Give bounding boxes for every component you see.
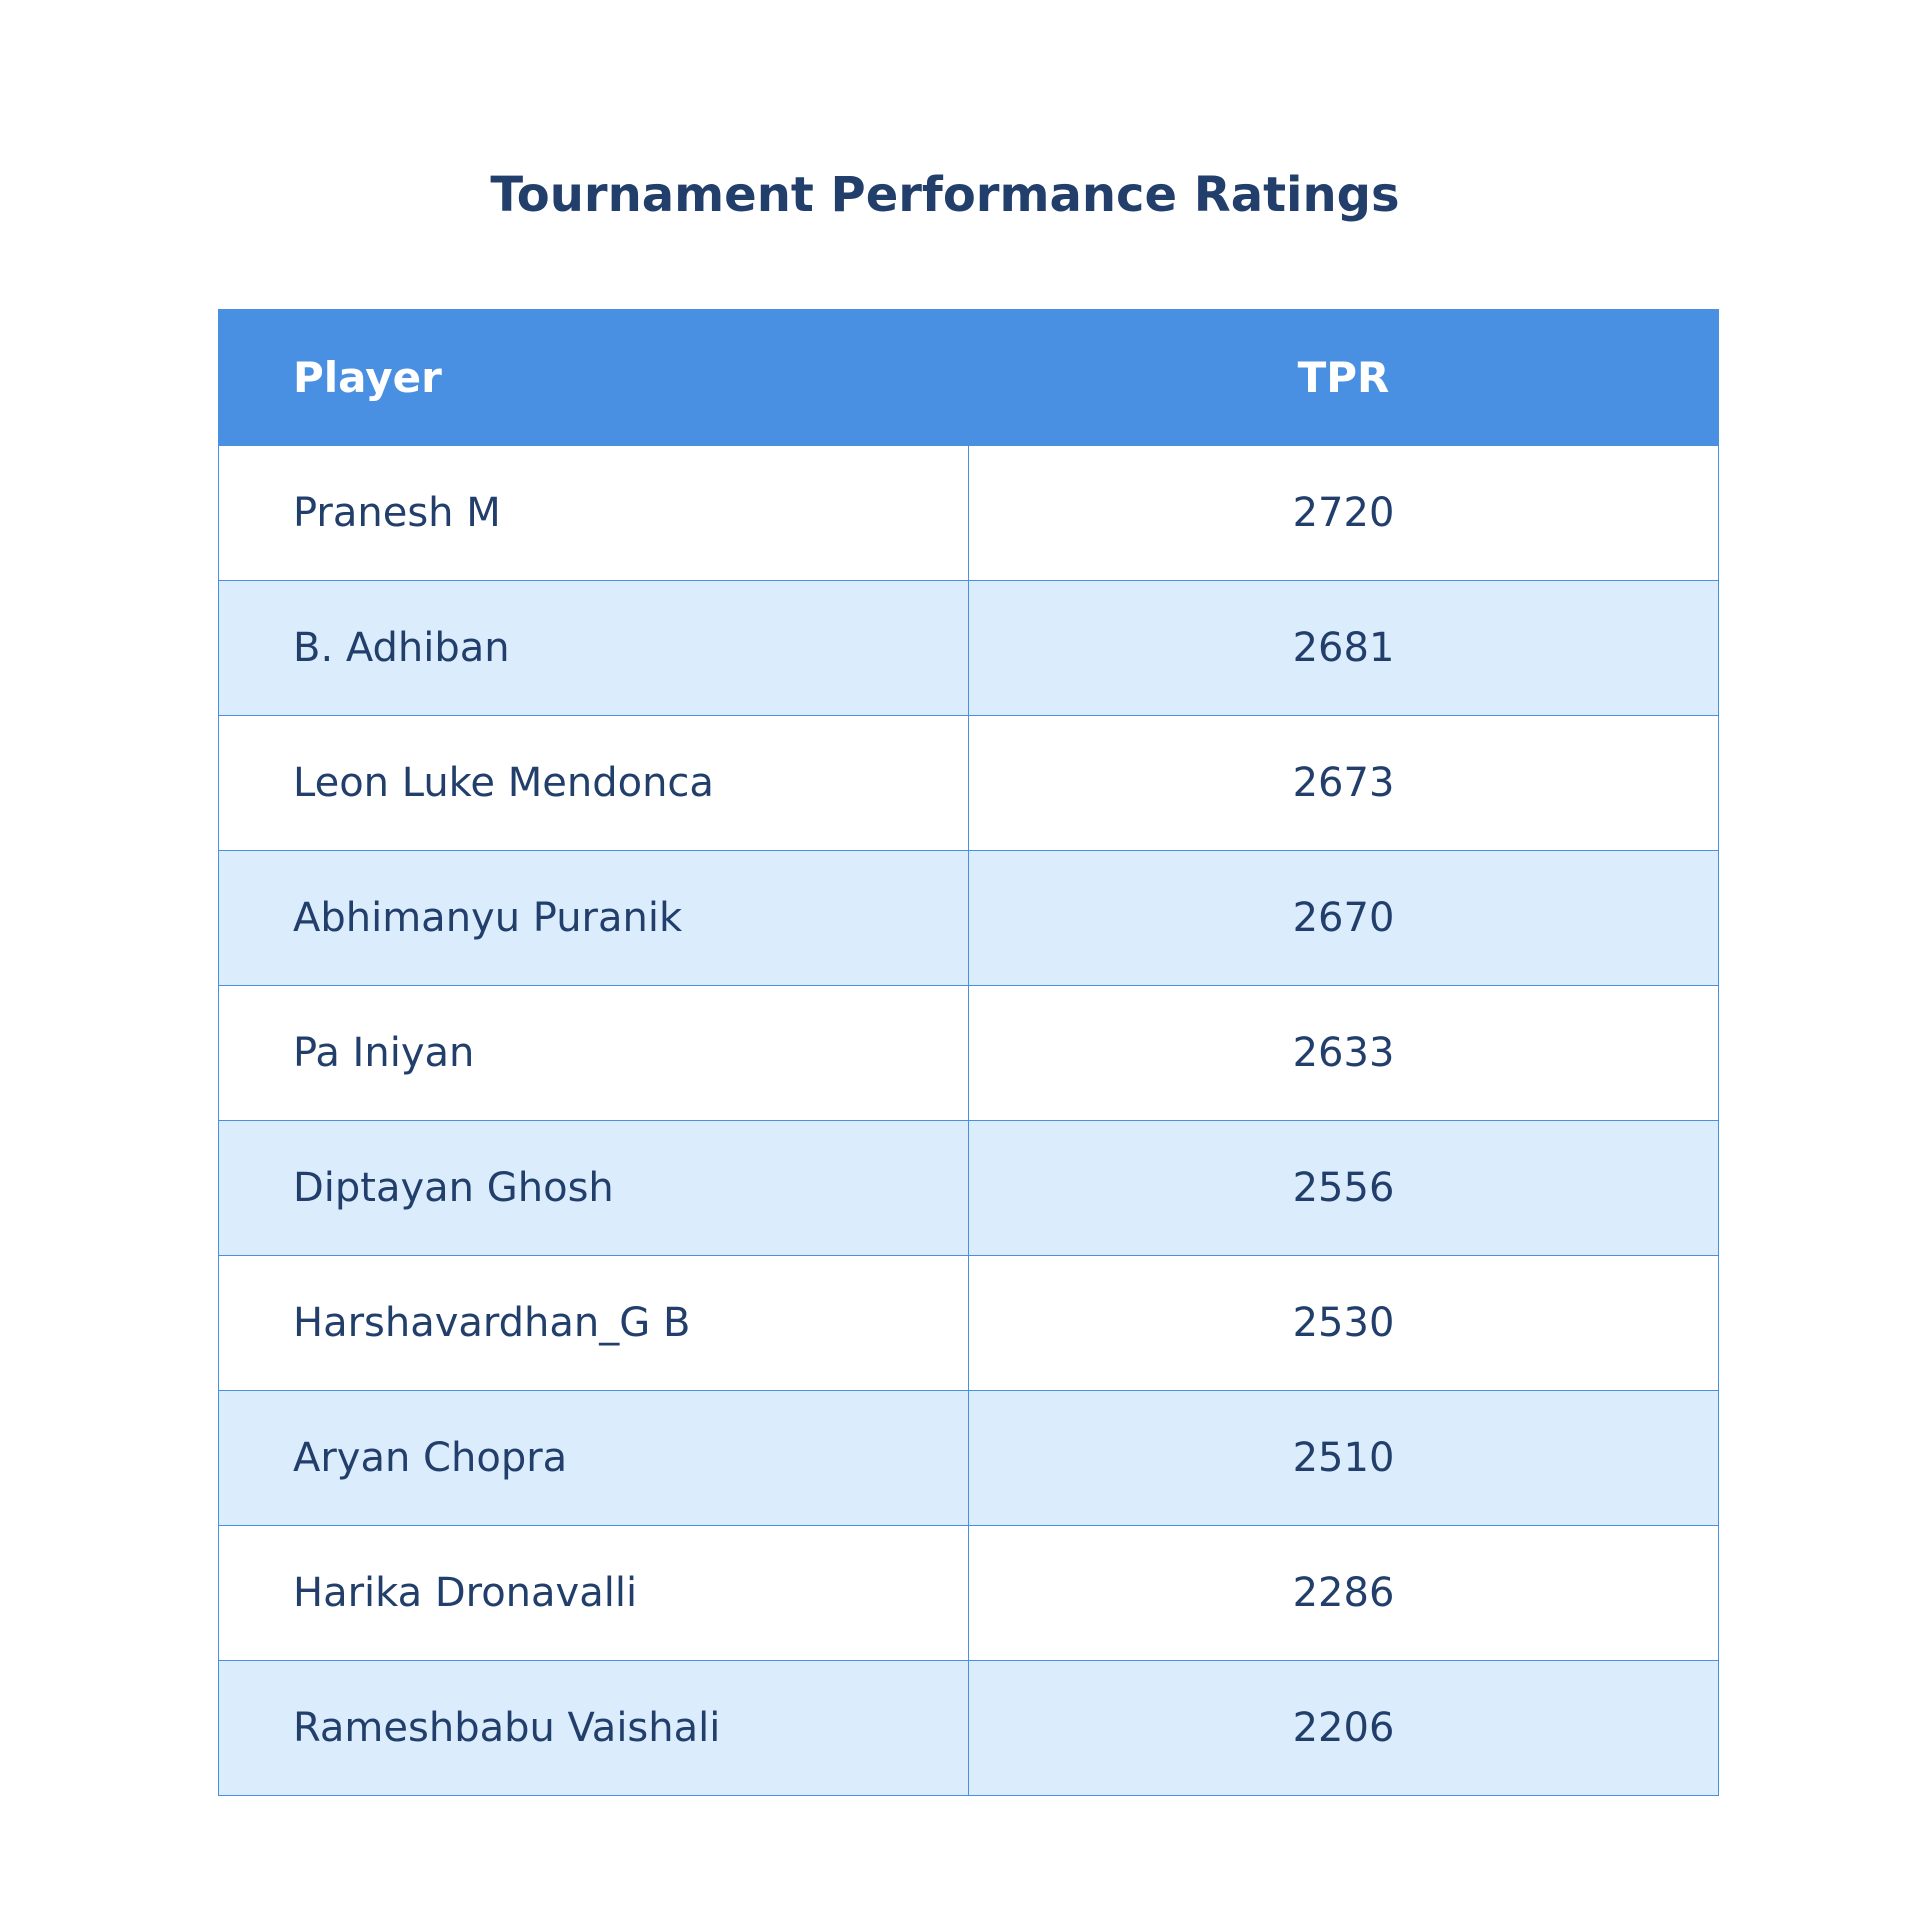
player-cell: Leon Luke Mendonca bbox=[218, 715, 969, 851]
player-cell: Aryan Chopra bbox=[218, 1390, 969, 1526]
tpr-cell: 2556 bbox=[968, 1120, 1719, 1256]
player-cell: Harshavardhan_G B bbox=[218, 1255, 969, 1391]
player-cell: Abhimanyu Puranik bbox=[218, 850, 969, 986]
tpr-cell: 2206 bbox=[968, 1660, 1719, 1796]
tpr-cell: 2670 bbox=[968, 850, 1719, 986]
table-row: B. Adhiban 2681 bbox=[218, 580, 1719, 716]
table-row: Pranesh M 2720 bbox=[218, 445, 1719, 581]
header-row: Player TPR bbox=[218, 309, 1719, 446]
player-cell: B. Adhiban bbox=[218, 580, 969, 716]
table-row: Aryan Chopra 2510 bbox=[218, 1390, 1719, 1526]
table-row: Rameshbabu Vaishali 2206 bbox=[218, 1660, 1719, 1796]
player-cell: Pa Iniyan bbox=[218, 985, 969, 1121]
ratings-table: Player TPR Pranesh M 2720 B. Adhiban 268… bbox=[218, 309, 1719, 1796]
tpr-cell: 2530 bbox=[968, 1255, 1719, 1391]
table-row: Pa Iniyan 2633 bbox=[218, 985, 1719, 1121]
table-row: Harika Dronavalli 2286 bbox=[218, 1525, 1719, 1661]
table-title: Tournament Performance Ratings bbox=[490, 167, 1400, 223]
table-row: Abhimanyu Puranik 2670 bbox=[218, 850, 1719, 986]
tpr-cell: 2720 bbox=[968, 445, 1719, 581]
table-row: Diptayan Ghosh 2556 bbox=[218, 1120, 1719, 1256]
player-cell: Diptayan Ghosh bbox=[218, 1120, 969, 1256]
table-row: Leon Luke Mendonca 2673 bbox=[218, 715, 1719, 851]
tpr-cell: 2286 bbox=[968, 1525, 1719, 1661]
tpr-cell: 2633 bbox=[968, 985, 1719, 1121]
tpr-cell: 2673 bbox=[968, 715, 1719, 851]
player-cell: Pranesh M bbox=[218, 445, 969, 581]
column-header-tpr: TPR bbox=[968, 309, 1719, 446]
tpr-cell: 2681 bbox=[968, 580, 1719, 716]
table-row: Harshavardhan_G B 2530 bbox=[218, 1255, 1719, 1391]
player-cell: Harika Dronavalli bbox=[218, 1525, 969, 1661]
tpr-cell: 2510 bbox=[968, 1390, 1719, 1526]
column-header-player: Player bbox=[218, 309, 969, 446]
player-cell: Rameshbabu Vaishali bbox=[218, 1660, 969, 1796]
